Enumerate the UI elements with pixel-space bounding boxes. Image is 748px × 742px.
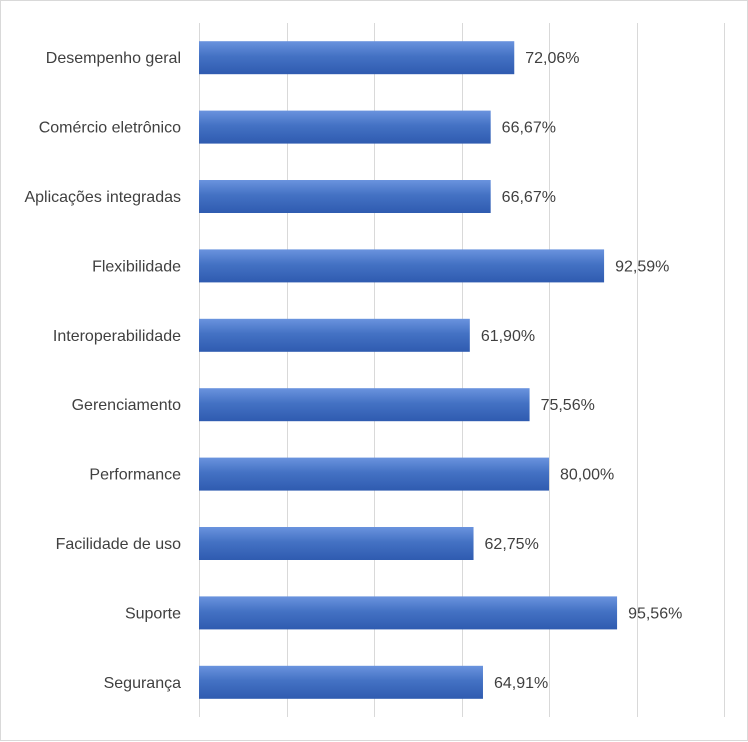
- bar: [199, 665, 483, 699]
- bar: [199, 180, 491, 213]
- bar: [199, 388, 530, 422]
- category-label: Aplicações integradas: [24, 189, 181, 206]
- category-label: Facilidade de uso: [56, 536, 182, 553]
- data-label: 64,91%: [494, 675, 548, 692]
- bar: [199, 527, 474, 560]
- bar: [199, 41, 515, 75]
- category-label: Flexibilidade: [92, 258, 181, 275]
- bars: [199, 41, 618, 699]
- bar: [199, 249, 605, 283]
- data-label: 66,67%: [502, 120, 556, 137]
- category-label: Performance: [89, 467, 181, 484]
- data-label: 75,56%: [541, 397, 595, 414]
- value-labels: 72,06% 66,67% 66,67% 92,59% 61,90% 75,56% 80,0…: [481, 50, 683, 692]
- bar: [199, 318, 470, 352]
- data-label: 95,56%: [628, 605, 682, 622]
- data-label: 62,75%: [485, 536, 539, 553]
- category-label: Suporte: [125, 605, 181, 622]
- data-label: 72,06%: [525, 50, 579, 67]
- bar: [199, 596, 618, 630]
- data-label: 92,59%: [615, 258, 669, 275]
- category-label: Segurança: [104, 675, 181, 692]
- category-label: Desempenho geral: [46, 50, 181, 67]
- category-label: Comércio eletrônico: [39, 120, 181, 137]
- bar: [199, 457, 549, 491]
- category-labels: Desempenho geral Comércio eletrônico Aplic…: [24, 50, 181, 692]
- data-label: 61,90%: [481, 328, 535, 345]
- bar: [199, 110, 491, 144]
- data-label: 66,67%: [502, 189, 556, 206]
- category-label: Gerenciamento: [72, 397, 181, 414]
- category-label: Interoperabilidade: [53, 328, 181, 345]
- data-label: 80,00%: [560, 467, 614, 484]
